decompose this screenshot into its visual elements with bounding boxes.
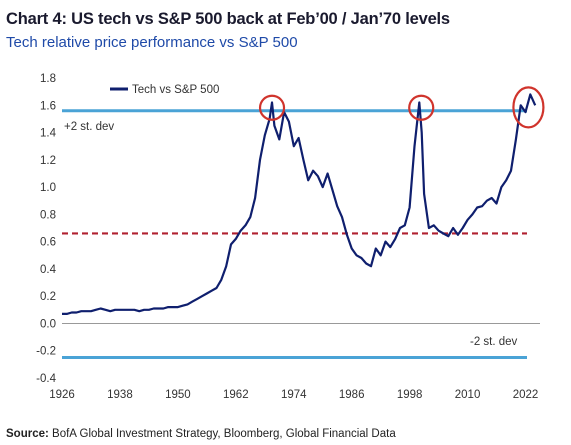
legend-label: Tech vs S&P 500 [132,84,219,96]
series-line-tech-vs-sp500 [62,93,537,315]
annotation-plus-2-stdev: +2 st. dev [64,121,114,133]
x-tick-label: 1986 [339,389,365,401]
annotation-minus-2-stdev: -2 st. dev [470,336,518,348]
axes: -0.4 -0.2 0.0 0.2 0.4 0.6 0.8 1.0 1.2 1.4 1.6 1.8 19… [36,73,540,401]
y-tick-label: 1.0 [40,182,56,194]
y-tick-label: 1.4 [40,128,57,140]
y-tick-label: 1.8 [40,73,56,85]
y-tick-label: 1.6 [40,100,56,112]
legend: Tech vs S&P 500 [110,84,219,96]
y-tick-label: 0.8 [40,209,56,221]
y-tick-label: 0.0 [40,318,56,330]
y-tick-label: -0.2 [36,346,56,358]
x-tick-label: 1974 [281,389,307,401]
y-tick-label: 0.4 [40,264,57,276]
x-tick-label: 1926 [49,389,75,401]
x-tick-label: 1938 [107,389,133,401]
chart-subtitle: Tech relative price performance vs S&P 5… [6,34,298,51]
x-tick-label: 2010 [455,389,481,401]
y-tick-label: 1.2 [40,155,56,167]
source-label: Source: [6,428,49,440]
x-tick-label: 1962 [223,389,249,401]
chart-title: Chart 4: US tech vs S&P 500 back at Feb’… [6,10,450,28]
x-tick-label: 1998 [397,389,423,401]
y-tick-label: 0.2 [40,291,56,303]
y-tick-label: -0.4 [36,373,56,385]
source-text: BofA Global Investment Strategy, Bloombe… [52,428,396,440]
highlight-circle-0 [258,94,286,121]
x-tick-label: 2022 [513,389,539,401]
y-tick-label: 0.6 [40,237,56,249]
series-group [62,93,537,315]
highlight-circles [258,86,545,129]
reference-lines [62,109,527,360]
highlight-circle-1 [408,94,435,121]
highlight-circle-2 [512,86,545,129]
source-note: Source: BofA Global Investment Strategy,… [6,428,396,440]
x-tick-label: 1950 [165,389,191,401]
